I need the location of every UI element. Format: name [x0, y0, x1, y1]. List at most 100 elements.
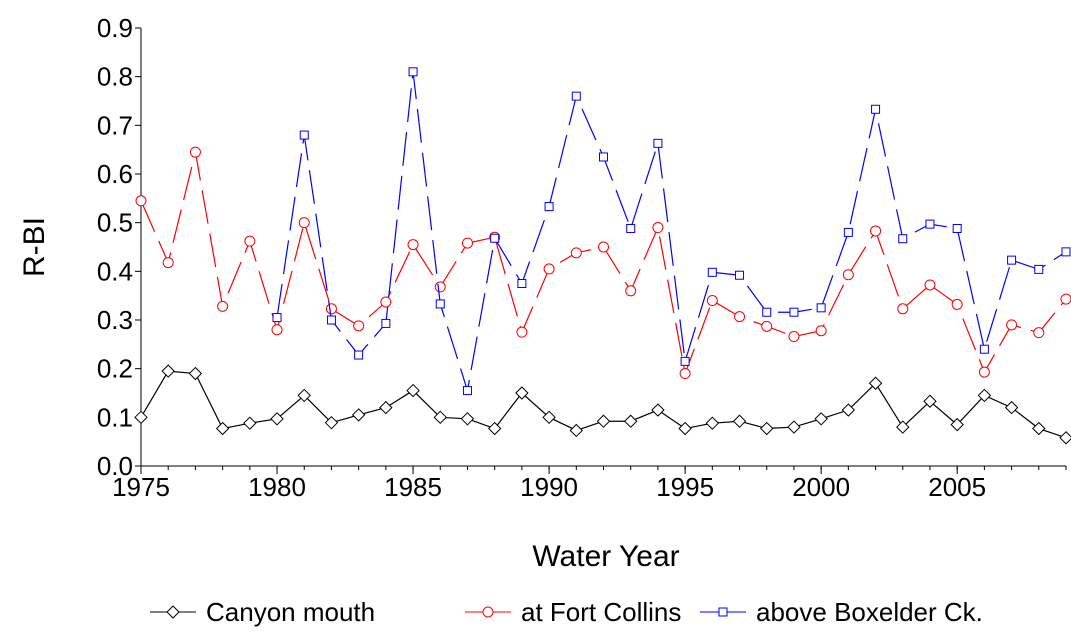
marker — [243, 416, 257, 430]
marker — [215, 421, 230, 436]
marker — [1059, 431, 1071, 445]
series-line — [276, 71, 1067, 391]
marker — [244, 235, 256, 247]
marker — [1006, 319, 1018, 331]
marker — [718, 607, 728, 617]
marker — [569, 423, 584, 438]
marker — [923, 394, 937, 408]
marker — [951, 298, 963, 310]
marker — [1033, 327, 1045, 339]
x-tick-label: 1980 — [248, 472, 306, 502]
marker — [353, 320, 365, 332]
marker — [571, 91, 581, 101]
marker — [842, 269, 854, 281]
marker — [651, 403, 665, 417]
marker — [298, 217, 310, 229]
marker — [490, 233, 500, 243]
marker — [325, 303, 337, 315]
series-line — [140, 151, 1067, 376]
marker — [433, 410, 447, 425]
marker — [134, 410, 148, 425]
marker — [599, 152, 608, 162]
y-tick-label: 0.1 — [97, 402, 133, 432]
marker — [299, 130, 309, 140]
marker — [623, 414, 638, 428]
marker — [544, 202, 554, 212]
x-tick-label: 1990 — [520, 472, 578, 502]
marker — [326, 315, 336, 325]
marker — [871, 104, 881, 114]
marker — [435, 299, 445, 309]
marker — [707, 267, 717, 277]
marker — [271, 324, 283, 336]
marker — [161, 364, 175, 378]
marker — [652, 222, 664, 234]
marker — [735, 270, 745, 280]
marker — [351, 408, 366, 422]
marker — [542, 410, 556, 425]
marker — [379, 400, 393, 415]
marker — [297, 388, 311, 403]
marker — [706, 295, 718, 307]
y-tick-label: 0.9 — [97, 13, 133, 43]
marker — [166, 605, 180, 619]
y-tick-label: 0.6 — [97, 159, 133, 189]
y-axis-label: R-BI — [18, 217, 51, 277]
marker — [408, 67, 418, 77]
marker — [1061, 247, 1071, 257]
marker — [680, 356, 690, 366]
marker — [732, 414, 747, 428]
marker — [1004, 400, 1019, 415]
marker — [678, 421, 692, 436]
marker — [625, 285, 637, 297]
marker — [517, 279, 527, 288]
marker — [787, 420, 801, 434]
marker — [950, 417, 964, 432]
x-tick-label: 1985 — [384, 472, 442, 502]
y-tick-label: 0.2 — [97, 354, 133, 384]
y-tick-label: 0.4 — [97, 256, 133, 286]
marker — [324, 415, 339, 430]
marker — [868, 376, 883, 390]
legend-label: Canyon mouth — [206, 597, 375, 627]
marker — [381, 318, 391, 328]
marker — [760, 421, 774, 436]
marker — [162, 257, 174, 269]
marker — [734, 311, 746, 323]
marker — [270, 412, 284, 426]
marker — [705, 416, 720, 430]
marker — [843, 227, 853, 237]
marker — [952, 224, 962, 234]
marker — [487, 421, 502, 436]
x-tick-label: 2005 — [928, 472, 986, 502]
marker — [272, 313, 282, 323]
marker — [870, 225, 882, 237]
y-tick-label: 0.8 — [97, 62, 133, 92]
marker — [434, 281, 446, 293]
x-tick-label: 1995 — [656, 472, 714, 502]
marker — [978, 366, 990, 378]
marker — [406, 383, 420, 398]
marker — [135, 195, 147, 207]
marker — [407, 239, 419, 251]
marker — [380, 296, 392, 308]
marker — [977, 388, 992, 403]
marker — [626, 224, 636, 234]
marker — [925, 219, 935, 229]
marker — [217, 300, 229, 312]
y-tick-label: 0.7 — [97, 110, 133, 140]
y-tick-label: 0.3 — [97, 305, 133, 335]
marker — [354, 350, 364, 360]
marker — [814, 412, 828, 426]
marker — [1060, 293, 1071, 305]
legend-label: at Fort Collins — [521, 597, 681, 627]
marker — [570, 247, 582, 259]
marker — [761, 320, 773, 332]
marker — [596, 414, 611, 428]
marker — [598, 241, 609, 253]
marker — [189, 146, 201, 158]
marker — [762, 307, 772, 317]
marker — [188, 366, 203, 381]
